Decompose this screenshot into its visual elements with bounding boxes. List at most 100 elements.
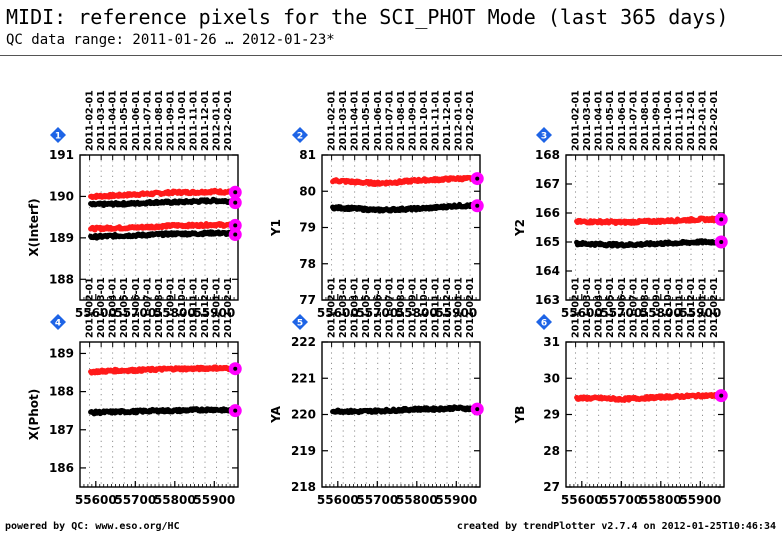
date-tick-label: 2011-11-01 <box>674 90 685 151</box>
date-tick-label: 2011-06-01 <box>131 277 142 338</box>
x-tick-label: 55800 <box>154 306 196 320</box>
date-tick-label: 2011-09-01 <box>651 90 662 151</box>
y-tick-label: 187 <box>49 423 74 437</box>
panel-badge-number: 4 <box>55 319 61 329</box>
date-tick-label: 2011-09-01 <box>407 277 418 338</box>
last-point-dot <box>719 240 724 244</box>
y-tick-label: 186 <box>49 461 74 475</box>
date-tick-label: 2011-03-01 <box>96 277 107 338</box>
y-tick-label: 81 <box>299 148 316 162</box>
y-tick-label: 191 <box>49 148 74 162</box>
date-tick-label: 2012-02-01 <box>465 90 476 151</box>
date-tick-label: 2012-02-01 <box>223 277 234 338</box>
plot-frame <box>565 154 725 301</box>
last-point-dot <box>475 203 480 208</box>
y-axis-label: X(Interf) <box>27 198 41 256</box>
date-tick-label: 2011-11-01 <box>188 277 199 338</box>
date-tick-label: 2011-07-01 <box>142 277 153 338</box>
date-tick-label: 2011-04-01 <box>594 277 605 338</box>
x-tick-label: 55700 <box>114 493 156 507</box>
panel-badge <box>50 127 66 143</box>
date-tick-label: 2012-01-01 <box>698 90 709 151</box>
x-tick-label: 55700 <box>600 306 642 320</box>
last-point-dot <box>233 366 238 371</box>
date-tick-label: 2012-01-01 <box>454 277 465 338</box>
date-tick-label: 2011-11-01 <box>674 277 685 338</box>
panel-badge <box>292 314 308 330</box>
y-tick-label: 189 <box>49 231 74 245</box>
footer-created-by: created by trendPlotter v2.7.4 on 2012-0… <box>456 521 776 532</box>
date-tick-label: 2011-11-01 <box>430 277 441 338</box>
x-tick-label: 55600 <box>317 493 359 507</box>
date-tick-label: 2011-02-01 <box>327 277 338 338</box>
chart-panel-4: 2011-02-01 2011-03-01 2011-04-01 2011-05-01… <box>27 277 242 507</box>
date-tick-label: 2011-12-01 <box>442 277 453 338</box>
x-tick-label: 55900 <box>435 306 477 320</box>
x-tick-label: 55600 <box>317 306 359 320</box>
date-tick-label: 2011-08-01 <box>154 90 165 151</box>
y-tick-label: 222 <box>291 335 316 349</box>
date-tick-label: 2011-09-01 <box>165 90 176 151</box>
y-axis-label: Y1 <box>269 219 283 237</box>
x-tick-label: 55700 <box>600 493 642 507</box>
date-tick-label: 2011-10-01 <box>663 90 674 151</box>
date-tick-label: 2011-03-01 <box>96 90 107 151</box>
y-tick-label: 219 <box>291 444 316 458</box>
date-tick-label: 2011-06-01 <box>373 277 384 338</box>
date-tick-label: 2011-08-01 <box>640 90 651 151</box>
date-tick-label: 2011-08-01 <box>640 277 651 338</box>
page-title: MIDI: reference pixels for the SCI_PHOT … <box>6 5 729 29</box>
date-tick-label: 2011-12-01 <box>200 90 211 151</box>
panel-badge <box>50 314 66 330</box>
y-tick-label: 190 <box>49 189 74 203</box>
x-tick-label: 55800 <box>640 493 682 507</box>
page-subtitle: QC data range: 2011-01-26 … 2012-01-23* <box>6 32 335 48</box>
y-tick-label: 78 <box>299 257 316 271</box>
panel-badge-number: 3 <box>541 132 547 142</box>
y-tick-label: 165 <box>535 235 560 249</box>
date-tick-label: 2011-08-01 <box>396 277 407 338</box>
last-point-dot <box>719 217 724 222</box>
panel-badge-number: 2 <box>297 132 303 142</box>
y-axis-label: YA <box>269 405 283 424</box>
last-point-dot <box>475 176 480 181</box>
y-tick-label: 220 <box>291 408 316 422</box>
date-tick-label: 2011-10-01 <box>177 90 188 151</box>
date-tick-label: 2011-11-01 <box>188 90 199 151</box>
date-tick-label: 2011-09-01 <box>651 277 662 338</box>
x-tick-label: 55900 <box>679 306 721 320</box>
y-tick-label: 29 <box>543 408 560 422</box>
y-axis-label: X(Phot) <box>27 389 41 441</box>
date-tick-label: 2011-10-01 <box>663 277 674 338</box>
chart-panel-5: 2011-02-01 2011-03-01 2011-04-01 2011-05-01… <box>269 277 484 507</box>
y-tick-label: 77 <box>299 293 316 307</box>
y-tick-label: 28 <box>543 444 560 458</box>
last-point-dot <box>233 232 238 237</box>
x-tick-label: 55600 <box>75 306 117 320</box>
date-tick-label: 2011-08-01 <box>396 90 407 151</box>
date-tick-label: 2011-12-01 <box>442 90 453 151</box>
date-tick-label: 2011-04-01 <box>350 90 361 151</box>
y-tick-label: 30 <box>543 371 560 385</box>
date-tick-label: 2011-07-01 <box>384 90 395 151</box>
last-point-dot <box>719 393 724 398</box>
panel-badge-number: 5 <box>297 319 303 329</box>
date-tick-label: 2011-08-01 <box>154 277 165 338</box>
date-tick-label: 2012-01-01 <box>212 277 223 338</box>
x-tick-label: 55900 <box>435 493 477 507</box>
chart-panel-2: 2011-02-01 2011-03-01 2011-04-01 2011-05-01… <box>269 90 484 320</box>
x-tick-label: 55800 <box>396 306 438 320</box>
date-tick-label: 2011-10-01 <box>177 277 188 338</box>
date-tick-label: 2011-02-01 <box>571 277 582 338</box>
chart-panel-6: 2011-02-01 2011-03-01 2011-04-01 2011-05-01… <box>513 277 728 507</box>
x-tick-label: 55900 <box>193 493 235 507</box>
y-tick-label: 189 <box>49 346 74 360</box>
x-tick-label: 55700 <box>114 306 156 320</box>
date-tick-label: 2012-01-01 <box>212 90 223 151</box>
panel-badge <box>292 127 308 143</box>
date-tick-label: 2011-07-01 <box>142 90 153 151</box>
date-tick-label: 2011-02-01 <box>571 90 582 151</box>
x-tick-label: 55800 <box>154 493 196 507</box>
date-tick-label: 2011-12-01 <box>686 277 697 338</box>
